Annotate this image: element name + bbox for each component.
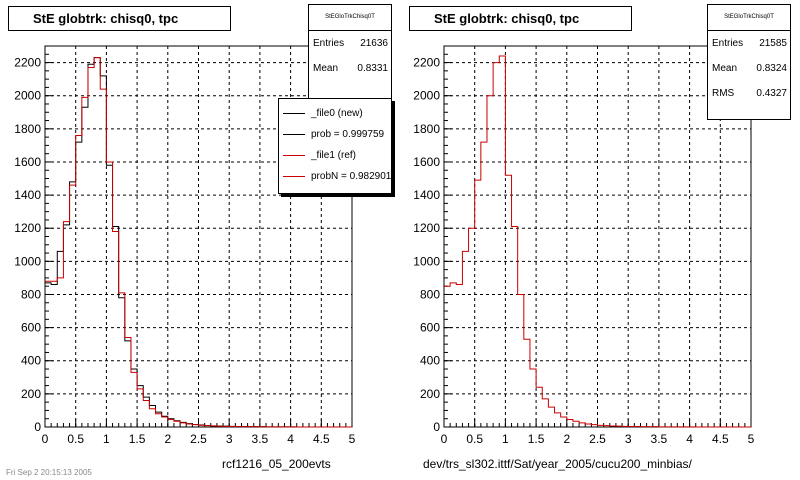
y-tick-label: 1600 <box>14 155 41 169</box>
y-tick-label: 800 <box>420 287 440 301</box>
legend-item-file1: _file1 (ref) <box>279 145 391 166</box>
y-tick-label: 400 <box>21 354 41 368</box>
x-tick-label: 3.5 <box>651 432 668 446</box>
legend-label: prob = 0.999759 <box>311 129 385 140</box>
legend-item-file0: _file0 (new) <box>279 103 391 124</box>
footer-timestamp: Fri Sep 2 20:15:13 2005 <box>6 468 92 477</box>
left-mean-label: Mean <box>313 63 339 74</box>
y-tick-label: 1800 <box>14 122 41 136</box>
x-tick-label: 0.5 <box>67 432 84 446</box>
x-tick-label: 4 <box>287 432 294 446</box>
right-stats-box: StEGloTrkChisq0T Entries 21585 Mean 0.83… <box>707 4 791 120</box>
x-tick-label: 4 <box>686 432 693 446</box>
left-stat-mean: Mean 0.8331 <box>309 56 391 81</box>
legend-item-probn: probN = 0.982901 <box>279 166 391 187</box>
left-title-box: StE globtrk: chisq0, tpc <box>8 6 231 31</box>
y-tick-label: 2200 <box>14 56 41 70</box>
x-tick-label: 5 <box>349 432 356 446</box>
histogram-panel-left: 0 0.5 1 1.5 2 2.5 3 3.5 4 4.5 5 0 200 400 600 800 1000 12… <box>14 45 356 446</box>
legend-swatch-black <box>283 134 305 135</box>
left-legend: _file0 (new) prob = 0.999759 _file1 (ref… <box>278 98 392 194</box>
x-tick-label: 0 <box>441 432 448 446</box>
y-tick-label: 0 <box>433 420 440 434</box>
y-tick-label: 0 <box>34 420 41 434</box>
legend-swatch-red <box>283 176 305 177</box>
right-rms-value: 0.4327 <box>756 88 787 99</box>
right-entries-value: 21585 <box>759 38 787 49</box>
right-stat-entries: Entries 21585 <box>708 31 790 56</box>
y-tick-label: 1800 <box>413 122 440 136</box>
y-tick-label: 1000 <box>14 254 41 268</box>
right-mean-value: 0.8324 <box>756 63 787 74</box>
legend-label: probN = 0.982901 <box>311 171 392 182</box>
y-tick-label: 1000 <box>413 254 440 268</box>
y-tick-label: 200 <box>420 387 440 401</box>
histogram-series--file1-ref- <box>45 57 352 428</box>
right-title-box: StE globtrk: chisq0, tpc <box>409 6 632 31</box>
x-tick-label: 2 <box>164 432 171 446</box>
right-chart-title: StE globtrk: chisq0, tpc <box>434 11 580 26</box>
x-tick-label: 0 <box>42 432 49 446</box>
legend-item-prob: prob = 0.999759 <box>279 124 391 145</box>
y-tick-label: 2000 <box>413 89 440 103</box>
x-tick-label: 1 <box>103 432 110 446</box>
y-tick-label: 1400 <box>413 188 440 202</box>
left-stat-entries: Entries 21636 <box>309 31 391 56</box>
y-tick-label: 2200 <box>413 56 440 70</box>
left-stats-box: StEGloTrkChisq0T Entries 21636 Mean 0.83… <box>308 4 392 120</box>
x-tick-label: 1.5 <box>129 432 146 446</box>
left-stats-name: StEGloTrkChisq0T <box>309 5 391 31</box>
x-tick-label: 2.5 <box>589 432 606 446</box>
x-tick-label: 0.5 <box>466 432 483 446</box>
legend-swatch-red <box>283 155 305 156</box>
x-tick-label: 4.5 <box>712 432 729 446</box>
left-mean-value: 0.8331 <box>357 63 388 74</box>
y-tick-label: 2000 <box>14 89 41 103</box>
legend-label: _file0 (new) <box>311 108 363 119</box>
right-stat-rms: RMS 0.4327 <box>708 81 790 106</box>
y-tick-label: 1200 <box>413 221 440 235</box>
left-chart-title: StE globtrk: chisq0, tpc <box>33 11 179 26</box>
y-tick-label: 1600 <box>413 155 440 169</box>
left-x-axis-title: rcf1216_05_200evts <box>222 457 331 471</box>
histogram-series-data <box>444 55 751 428</box>
x-tick-label: 2 <box>563 432 570 446</box>
right-stats-name: StEGloTrkChisq0T <box>708 5 790 31</box>
y-tick-label: 800 <box>21 287 41 301</box>
y-tick-label: 1400 <box>14 188 41 202</box>
x-tick-label: 3 <box>226 432 233 446</box>
y-tick-label: 600 <box>420 321 440 335</box>
right-mean-label: Mean <box>712 63 738 74</box>
legend-label: _file1 (ref) <box>311 150 357 161</box>
right-rms-label: RMS <box>712 88 735 99</box>
y-tick-label: 200 <box>21 387 41 401</box>
y-tick-label: 1200 <box>14 221 41 235</box>
left-entries-label: Entries <box>313 38 345 49</box>
x-tick-label: 4.5 <box>313 432 330 446</box>
x-tick-label: 5 <box>748 432 755 446</box>
x-tick-label: 3 <box>625 432 632 446</box>
x-tick-label: 1.5 <box>528 432 545 446</box>
right-x-axis-title: dev/trs_sl302.ittf/Sat/year_2005/cucu200… <box>423 457 692 471</box>
legend-swatch-black <box>283 113 305 114</box>
right-stat-mean: Mean 0.8324 <box>708 56 790 81</box>
y-tick-label: 400 <box>420 354 440 368</box>
y-tick-label: 600 <box>21 321 41 335</box>
histogram-panel-right: 0 0.5 1 1.5 2 2.5 3 3.5 4 4.5 5 0 200 400 600 800 1000 12… <box>413 45 755 446</box>
x-tick-label: 1 <box>502 432 509 446</box>
left-entries-value: 21636 <box>360 38 388 49</box>
plot-frame <box>443 45 752 428</box>
x-tick-label: 3.5 <box>252 432 269 446</box>
right-entries-label: Entries <box>712 38 744 49</box>
x-tick-label: 2.5 <box>190 432 207 446</box>
